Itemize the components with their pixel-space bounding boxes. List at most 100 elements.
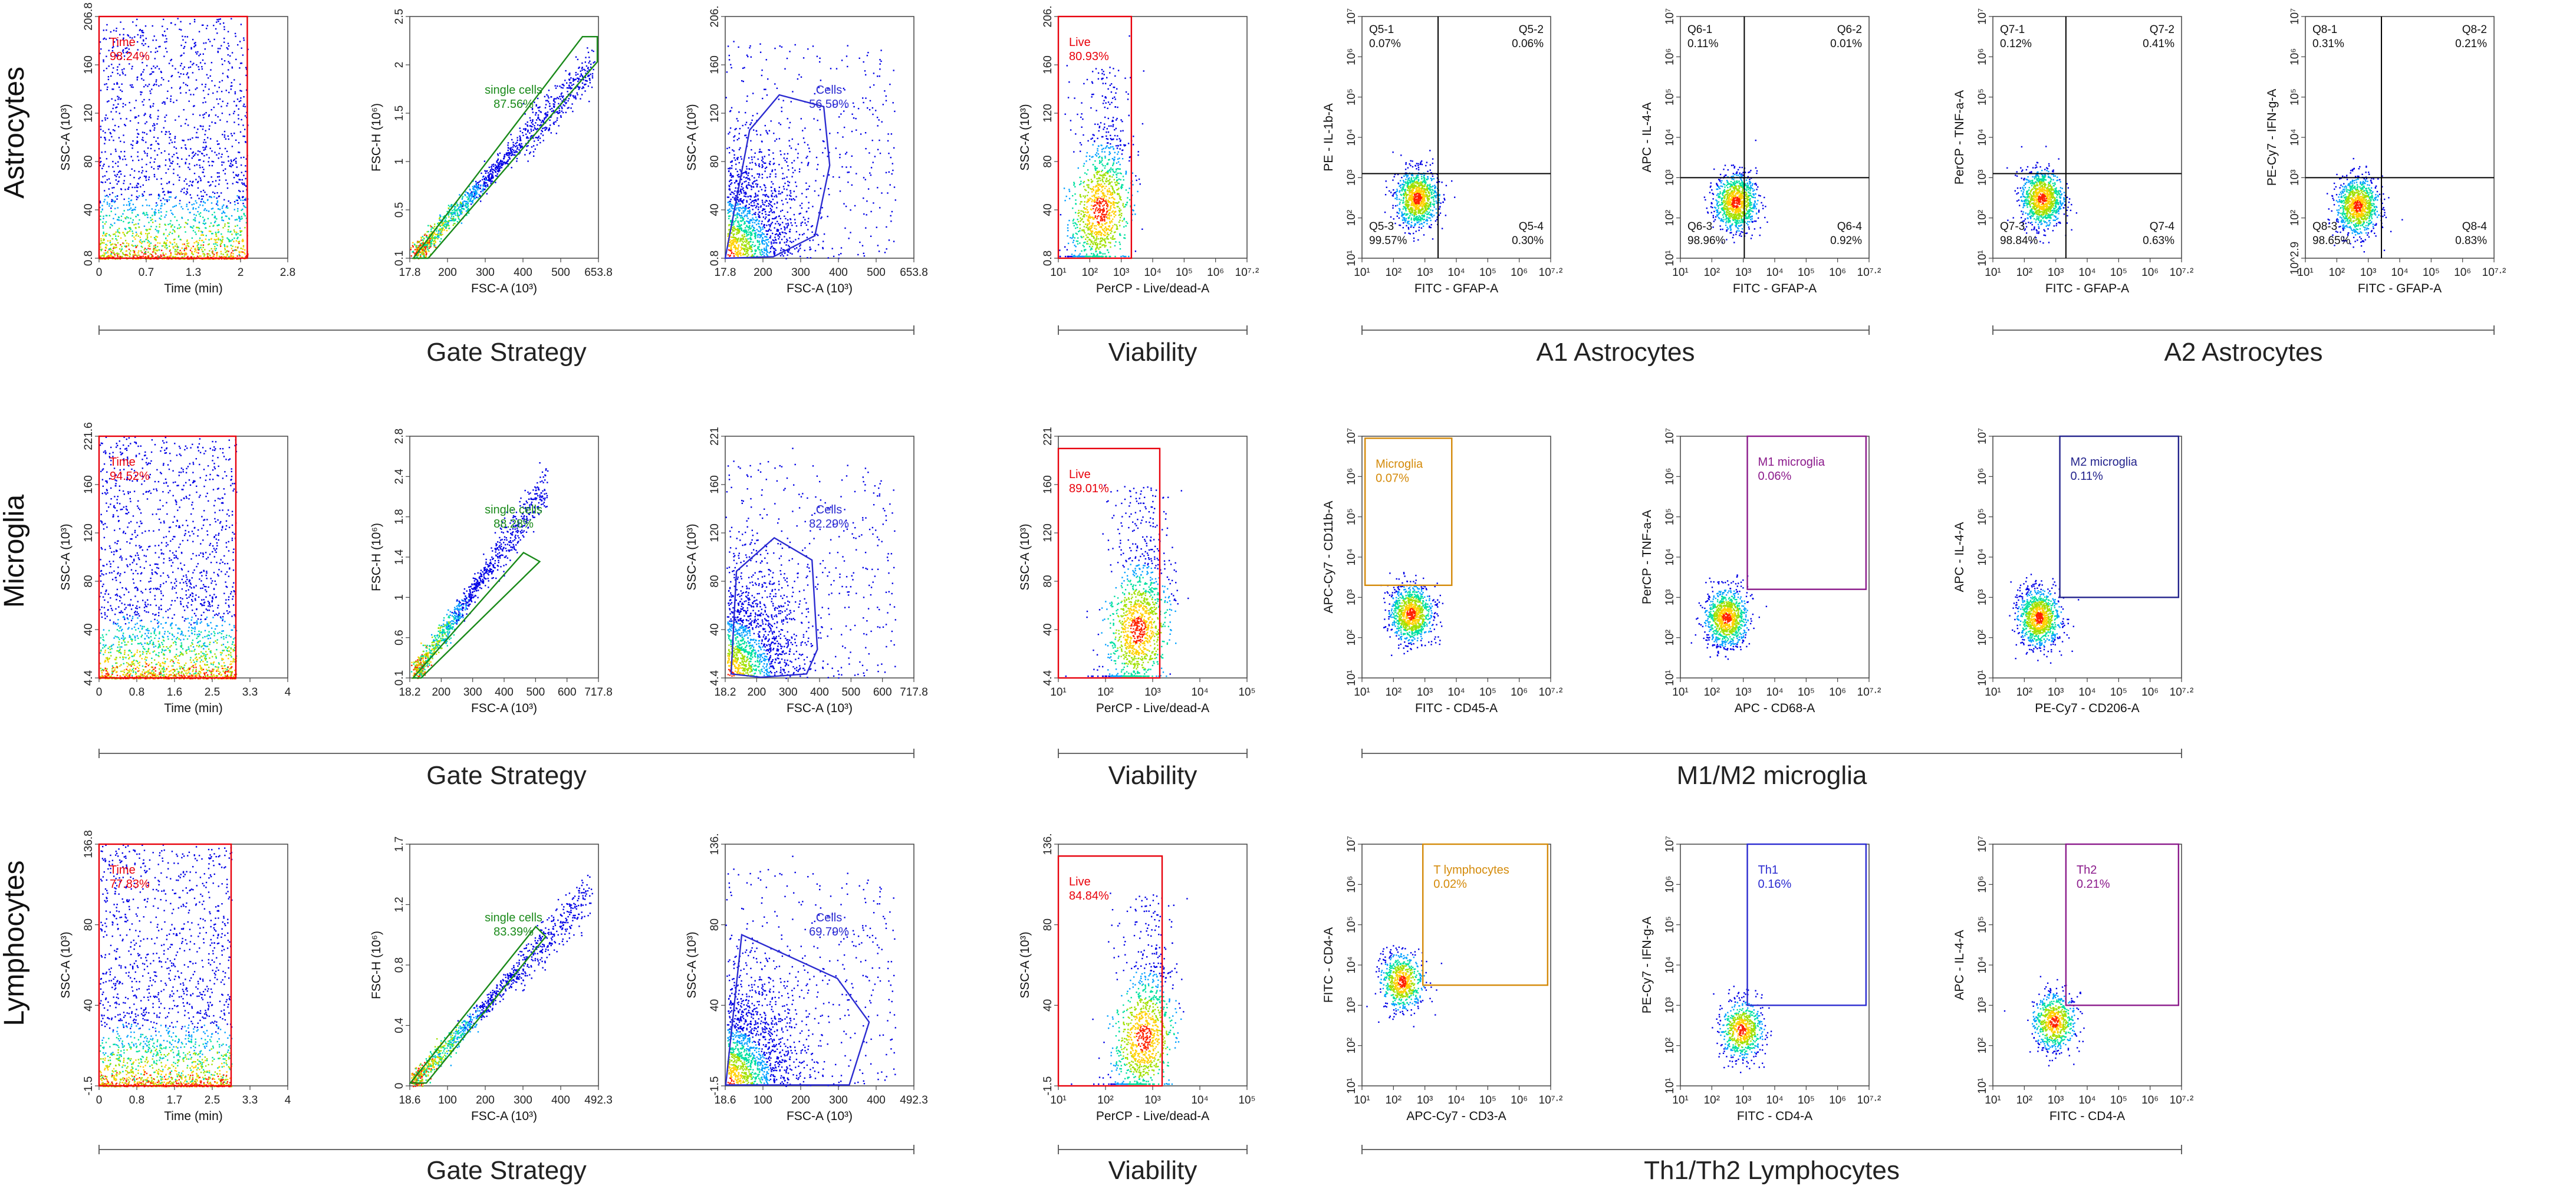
event-point — [237, 203, 238, 204]
event-point — [197, 211, 198, 212]
event-point — [167, 91, 168, 92]
event-point — [213, 161, 214, 162]
event-point — [106, 24, 107, 25]
event-point — [118, 180, 119, 182]
event-point — [172, 141, 173, 143]
event-point — [186, 247, 187, 248]
event-point — [245, 197, 246, 199]
event-point — [193, 94, 194, 95]
event-point — [219, 209, 221, 210]
event-point — [215, 216, 216, 217]
event-point — [218, 21, 219, 22]
event-point — [110, 75, 111, 77]
event-point — [102, 222, 103, 223]
event-point — [165, 159, 166, 160]
event-point — [192, 157, 193, 159]
event-point — [113, 140, 114, 141]
event-point — [192, 152, 193, 153]
event-point — [244, 129, 245, 130]
event-point — [125, 240, 126, 241]
event-point — [202, 251, 203, 252]
event-point — [203, 190, 204, 191]
event-point — [123, 134, 124, 136]
event-point — [117, 254, 118, 255]
event-point — [208, 39, 209, 40]
event-point — [197, 247, 198, 248]
event-point — [129, 63, 130, 64]
event-point — [180, 45, 182, 46]
event-point — [144, 132, 145, 133]
event-point — [136, 235, 137, 236]
event-point — [235, 35, 236, 37]
event-point — [162, 26, 163, 27]
event-point — [210, 148, 211, 149]
event-point — [217, 225, 218, 226]
event-point — [205, 239, 206, 240]
event-point — [131, 147, 133, 149]
event-point — [106, 221, 107, 222]
event-point — [238, 118, 239, 119]
event-point — [106, 256, 107, 257]
event-point — [209, 126, 210, 127]
event-point — [142, 71, 143, 73]
event-point — [105, 119, 106, 120]
event-point — [106, 83, 107, 84]
event-point — [127, 209, 129, 210]
event-point — [218, 103, 219, 104]
event-point — [222, 73, 223, 74]
event-point — [200, 230, 202, 232]
event-point — [131, 68, 132, 69]
event-point — [216, 248, 217, 249]
event-point — [185, 92, 186, 93]
event-point — [180, 126, 182, 127]
event-point — [101, 152, 103, 153]
event-point — [147, 248, 149, 249]
event-point — [150, 114, 151, 116]
event-point — [227, 222, 228, 223]
event-point — [157, 137, 159, 139]
event-point — [125, 254, 126, 255]
event-point — [225, 169, 226, 170]
event-point — [216, 242, 218, 243]
event-point — [196, 202, 197, 203]
event-point — [193, 219, 194, 220]
event-point — [170, 255, 172, 256]
event-point — [244, 249, 245, 251]
event-point — [162, 103, 163, 104]
event-point — [196, 53, 198, 54]
event-point — [115, 149, 116, 150]
event-point — [175, 24, 176, 25]
event-point — [133, 250, 134, 251]
event-point — [152, 25, 153, 27]
event-point — [218, 19, 219, 20]
event-point — [233, 113, 234, 114]
event-point — [238, 243, 239, 244]
event-point — [167, 224, 169, 225]
event-point — [108, 139, 110, 140]
event-point — [125, 159, 126, 160]
event-point — [229, 114, 230, 115]
event-point — [200, 245, 202, 246]
event-point — [217, 200, 218, 202]
event-point — [165, 215, 166, 216]
event-point — [189, 90, 190, 91]
event-point — [136, 232, 137, 233]
event-point — [154, 252, 156, 253]
event-point — [222, 113, 223, 114]
event-point — [121, 84, 123, 85]
event-point — [117, 219, 118, 220]
event-point — [169, 199, 170, 200]
event-point — [155, 220, 156, 222]
event-point — [115, 196, 116, 197]
event-point — [149, 205, 150, 206]
event-point — [223, 26, 225, 27]
event-point — [208, 182, 209, 183]
event-point — [108, 166, 109, 167]
event-point — [151, 68, 152, 69]
event-point — [241, 164, 242, 166]
event-point — [241, 216, 242, 217]
event-point — [122, 252, 123, 253]
event-point — [209, 230, 210, 232]
event-point — [169, 256, 170, 257]
event-point — [219, 148, 221, 149]
